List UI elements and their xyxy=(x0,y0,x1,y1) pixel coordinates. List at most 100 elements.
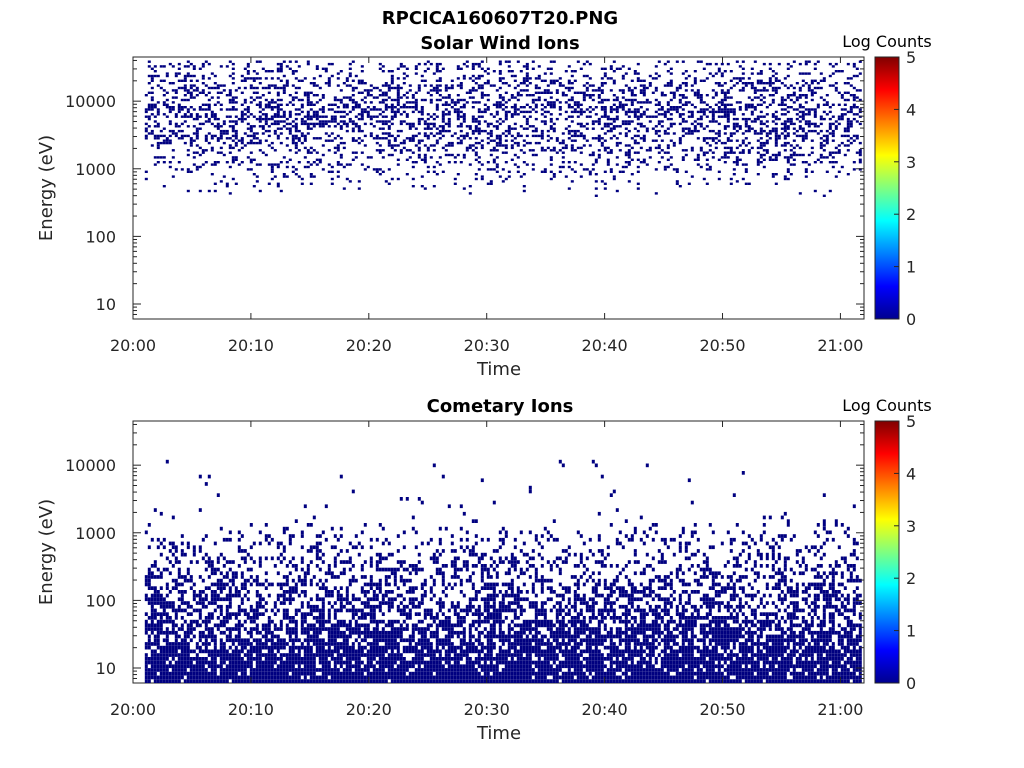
heatmap-cell xyxy=(501,96,505,99)
heatmap-cell xyxy=(831,84,835,87)
heatmap-cell xyxy=(423,120,427,123)
heatmap-cell xyxy=(255,645,259,650)
heatmap-cell xyxy=(492,168,496,171)
heatmap-cell xyxy=(495,137,499,140)
heatmap-cell xyxy=(468,77,472,80)
heatmap-cell xyxy=(381,101,385,104)
heatmap-cell xyxy=(849,77,853,80)
heatmap-cell xyxy=(480,139,484,142)
heatmap-cell xyxy=(369,117,373,121)
heatmap-cell xyxy=(270,657,274,661)
heatmap-cell xyxy=(255,668,259,672)
heatmap-cell xyxy=(168,161,172,164)
heatmap-cell xyxy=(234,664,238,669)
heatmap-cell xyxy=(339,127,343,130)
heatmap-cell xyxy=(150,571,154,576)
heatmap-cell xyxy=(348,601,352,605)
heatmap-cell xyxy=(342,165,346,169)
heatmap-cell xyxy=(372,108,376,111)
heatmap-cell xyxy=(579,113,583,116)
heatmap-cell xyxy=(279,98,283,102)
heatmap-cell xyxy=(813,62,817,66)
heatmap-cell xyxy=(525,122,529,126)
heatmap-cell xyxy=(336,146,340,150)
heatmap-cell xyxy=(834,151,838,154)
heatmap-cell xyxy=(660,149,664,152)
heatmap-cell xyxy=(603,67,607,70)
heatmap-cell xyxy=(522,189,526,193)
heatmap-cell xyxy=(267,630,271,635)
heatmap-cell xyxy=(162,79,166,82)
heatmap-cell xyxy=(228,634,232,639)
heatmap-cell xyxy=(663,165,667,169)
heatmap-cell xyxy=(642,134,646,138)
heatmap-cell xyxy=(261,113,265,116)
heatmap-cell xyxy=(360,564,364,568)
heatmap-cell xyxy=(360,630,364,635)
heatmap-cell xyxy=(798,89,802,92)
heatmap-cell xyxy=(279,653,283,657)
heatmap-cell xyxy=(348,623,352,628)
heatmap-cell xyxy=(486,67,490,70)
heatmap-cell xyxy=(786,132,790,135)
heatmap-cell xyxy=(348,645,352,650)
heatmap-cell xyxy=(525,141,529,145)
heatmap-cell xyxy=(486,168,490,171)
heatmap-cell xyxy=(291,671,295,676)
heatmap-cell xyxy=(753,120,757,123)
heatmap-cell xyxy=(759,110,763,114)
heatmap-cell xyxy=(204,482,208,486)
heatmap-cell xyxy=(354,101,358,104)
heatmap-cell xyxy=(516,84,520,87)
heatmap-cell xyxy=(360,649,364,654)
heatmap-cell xyxy=(630,146,634,150)
heatmap-cell xyxy=(558,106,562,109)
heatmap-cell xyxy=(447,122,451,126)
heatmap-cell xyxy=(651,91,655,94)
heatmap-cell xyxy=(450,153,454,157)
heatmap-cell xyxy=(210,72,214,75)
heatmap-cell xyxy=(459,86,463,90)
heatmap-cell xyxy=(258,115,262,118)
heatmap-cell xyxy=(279,679,283,683)
heatmap-cell xyxy=(357,623,361,628)
heatmap-cell xyxy=(306,165,310,169)
heatmap-cell xyxy=(282,115,286,118)
heatmap-cell xyxy=(333,534,337,538)
heatmap-cell xyxy=(846,129,850,133)
heatmap-cell xyxy=(183,653,187,657)
heatmap-cell xyxy=(525,94,529,97)
heatmap-cell xyxy=(522,185,526,188)
heatmap-cell xyxy=(636,72,640,75)
heatmap-cell xyxy=(300,657,304,661)
heatmap-cell xyxy=(291,578,295,583)
heatmap-cell xyxy=(183,660,187,665)
heatmap-cell xyxy=(609,151,613,154)
heatmap-cell xyxy=(615,98,619,102)
heatmap-cell xyxy=(438,156,442,159)
heatmap-cell xyxy=(165,556,169,561)
heatmap-cell xyxy=(237,612,241,616)
heatmap-cell xyxy=(600,98,604,102)
heatmap-cell xyxy=(147,634,151,639)
heatmap-cell xyxy=(639,84,643,87)
heatmap-cell xyxy=(264,98,268,102)
heatmap-cell xyxy=(684,170,688,173)
heatmap-cell xyxy=(294,60,298,63)
heatmap-cell xyxy=(186,153,190,157)
heatmap-cell xyxy=(816,60,820,63)
heatmap-cell xyxy=(462,115,466,118)
heatmap-cell xyxy=(606,151,610,154)
heatmap-cell xyxy=(189,630,193,635)
heatmap-cell xyxy=(834,82,838,85)
heatmap-cell xyxy=(324,619,328,624)
heatmap-cell xyxy=(360,108,364,111)
heatmap-cell xyxy=(336,98,340,102)
heatmap-cell xyxy=(441,120,445,123)
heatmap-cell xyxy=(381,122,385,126)
heatmap-cell xyxy=(456,108,460,111)
heatmap-cell xyxy=(222,586,226,590)
heatmap-cell xyxy=(150,597,154,602)
heatmap-cell xyxy=(534,106,538,109)
heatmap-cell xyxy=(261,653,265,657)
